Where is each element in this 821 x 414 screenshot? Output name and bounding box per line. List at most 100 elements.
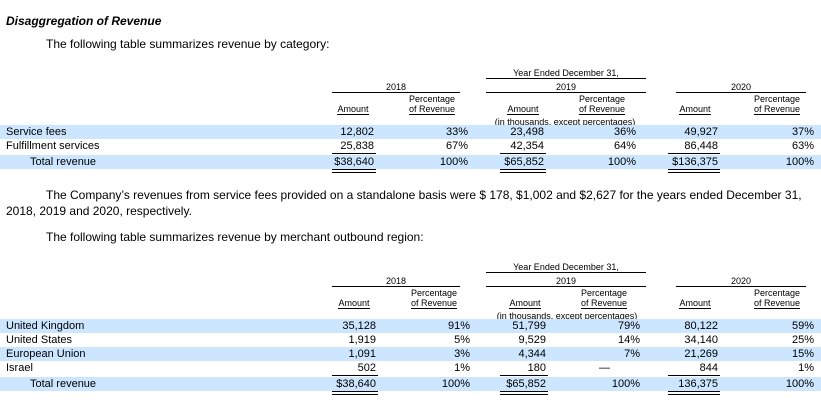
table-row: Fulfillment services 25,838 67% 42,354 6…	[0, 139, 821, 153]
unit-note: (in thousands, except percentages)	[494, 117, 636, 127]
pct-2020: 100%	[785, 156, 814, 168]
subtotal-line	[668, 375, 720, 376]
subtotal-line	[332, 375, 378, 376]
amount-header-2019: Amount	[507, 104, 539, 115]
row-label: Total revenue	[30, 378, 97, 390]
amount-2019: 51,799	[512, 320, 546, 332]
amount-2018: 25,838	[340, 140, 374, 152]
amount-2020: 80,122	[684, 320, 718, 332]
row-label: United States	[6, 334, 73, 346]
year-header-2020: 2020	[730, 82, 752, 92]
table-row: United States 1,919 5% 9,529 14% 34,140 …	[0, 333, 821, 347]
year-underline-2018	[332, 92, 460, 93]
pct-2018: 33%	[445, 126, 468, 138]
pct-header-2020: Percentage of Revenue	[744, 288, 810, 309]
pct-header-2019: Percentage of Revenue	[572, 288, 636, 309]
pct-header-2020: Percentage of Revenue	[744, 94, 810, 115]
row-label: Total revenue	[30, 156, 97, 168]
amount-2018: $38,640	[336, 378, 376, 390]
amount-2020: 34,140	[684, 334, 718, 346]
pct-2019: —	[599, 362, 610, 374]
amount-2018: 35,128	[342, 320, 376, 332]
table-row: United Kingdom 35,128 91% 51,799 79% 80,…	[0, 319, 821, 333]
period-underline	[486, 78, 646, 79]
section-heading: Disaggregation of Revenue	[6, 14, 162, 28]
pct-header-2018: Percentage of Revenue	[400, 94, 464, 115]
pct-header-line2: of Revenue	[578, 104, 626, 115]
table-row: European Union 1,091 3% 4,344 7% 21,269 …	[0, 347, 821, 361]
amount-2020: $136,375	[672, 156, 718, 168]
total-double-line	[668, 391, 720, 395]
total-double-line	[332, 169, 376, 173]
pct-2020: 59%	[791, 320, 814, 332]
period-header: Year Ended December 31,	[513, 262, 619, 272]
amount-2019: 9,529	[518, 334, 546, 346]
pct-2018: 1%	[454, 362, 470, 374]
pct-header-line1: Percentage	[578, 94, 626, 104]
pct-2018: 100%	[441, 378, 470, 390]
amount-header-2020: Amount	[679, 104, 711, 115]
amount-header-2019: Amount	[509, 298, 541, 309]
year-underline-2019	[486, 92, 646, 93]
note-line-1: The Company’s revenues from service fees…	[46, 188, 802, 202]
amount-2019: 23,498	[510, 126, 544, 138]
amount-2020: 49,927	[684, 126, 718, 138]
total-double-line	[500, 391, 548, 395]
amount-2020: 136,375	[678, 378, 718, 390]
amount-2018: 1,919	[348, 334, 376, 346]
total-row: Total revenue $38,640 100% $65,852 100% …	[0, 155, 821, 169]
pct-2020: 100%	[785, 378, 814, 390]
pct-2020: 63%	[791, 140, 814, 152]
pct-2019: 36%	[613, 126, 636, 138]
pct-2020: 15%	[791, 348, 814, 360]
pct-header-line2: of Revenue	[408, 104, 456, 115]
amount-2018: 1,091	[348, 348, 376, 360]
amount-2018: $38,640	[334, 156, 374, 168]
year-header-2019: 2019	[555, 276, 577, 286]
pct-header-line1: Percentage	[580, 288, 628, 298]
subtotal-line	[500, 153, 546, 154]
pct-2018: 5%	[454, 334, 470, 346]
year-underline-2019	[486, 286, 646, 287]
pct-header-line1: Percentage	[408, 94, 456, 104]
year-underline-2020	[676, 286, 806, 287]
total-double-line	[668, 169, 720, 173]
pct-header-2019: Percentage of Revenue	[570, 94, 634, 115]
amount-header-2018: Amount	[338, 298, 370, 309]
period-header: Year Ended December 31,	[513, 68, 619, 78]
note-line-2: 2018, 2019 and 2020, respectively.	[6, 204, 192, 218]
subtotal-line	[500, 375, 548, 376]
total-row: Total revenue $38,640 100% $65,852 100% …	[0, 377, 821, 391]
pct-header-line2: of Revenue	[580, 298, 628, 309]
amount-header-2018: Amount	[337, 104, 369, 115]
row-label: Service fees	[6, 126, 67, 138]
row-label: Israel	[6, 362, 33, 374]
total-double-line	[500, 169, 546, 173]
pct-2020: 1%	[798, 362, 814, 374]
intro-region: The following table summarizes revenue b…	[46, 230, 424, 244]
amount-header-2020: Amount	[679, 298, 711, 309]
amount-2018: 502	[357, 362, 376, 374]
table-row: Israel 502 1% 180 — 844 1%	[0, 361, 821, 375]
pct-2019: 7%	[624, 348, 640, 360]
total-double-line	[332, 391, 378, 395]
amount-2019: 42,354	[510, 140, 544, 152]
pct-2018: 67%	[445, 140, 468, 152]
pct-header-line2: of Revenue	[753, 298, 801, 309]
unit-note: (in thousands, except percentages)	[496, 311, 638, 321]
year-underline-2018	[332, 286, 460, 287]
table-row: Service fees 12,802 33% 23,498 36% 49,92…	[0, 125, 821, 139]
pct-2020: 25%	[791, 334, 814, 346]
row-label: Fulfillment services	[6, 140, 100, 152]
intro-category: The following table summarizes revenue b…	[46, 37, 330, 51]
amount-2018: 12,802	[340, 126, 374, 138]
year-underline-2020	[676, 92, 806, 93]
year-header-2020: 2020	[730, 276, 752, 286]
pct-header-line2: of Revenue	[753, 104, 801, 115]
amount-2019: $65,852	[504, 156, 544, 168]
pct-header-line1: Percentage	[410, 288, 458, 298]
pct-2018: 100%	[439, 156, 468, 168]
pct-2019: 100%	[611, 378, 640, 390]
pct-2019: 14%	[617, 334, 640, 346]
amount-2020: 844	[699, 362, 718, 374]
